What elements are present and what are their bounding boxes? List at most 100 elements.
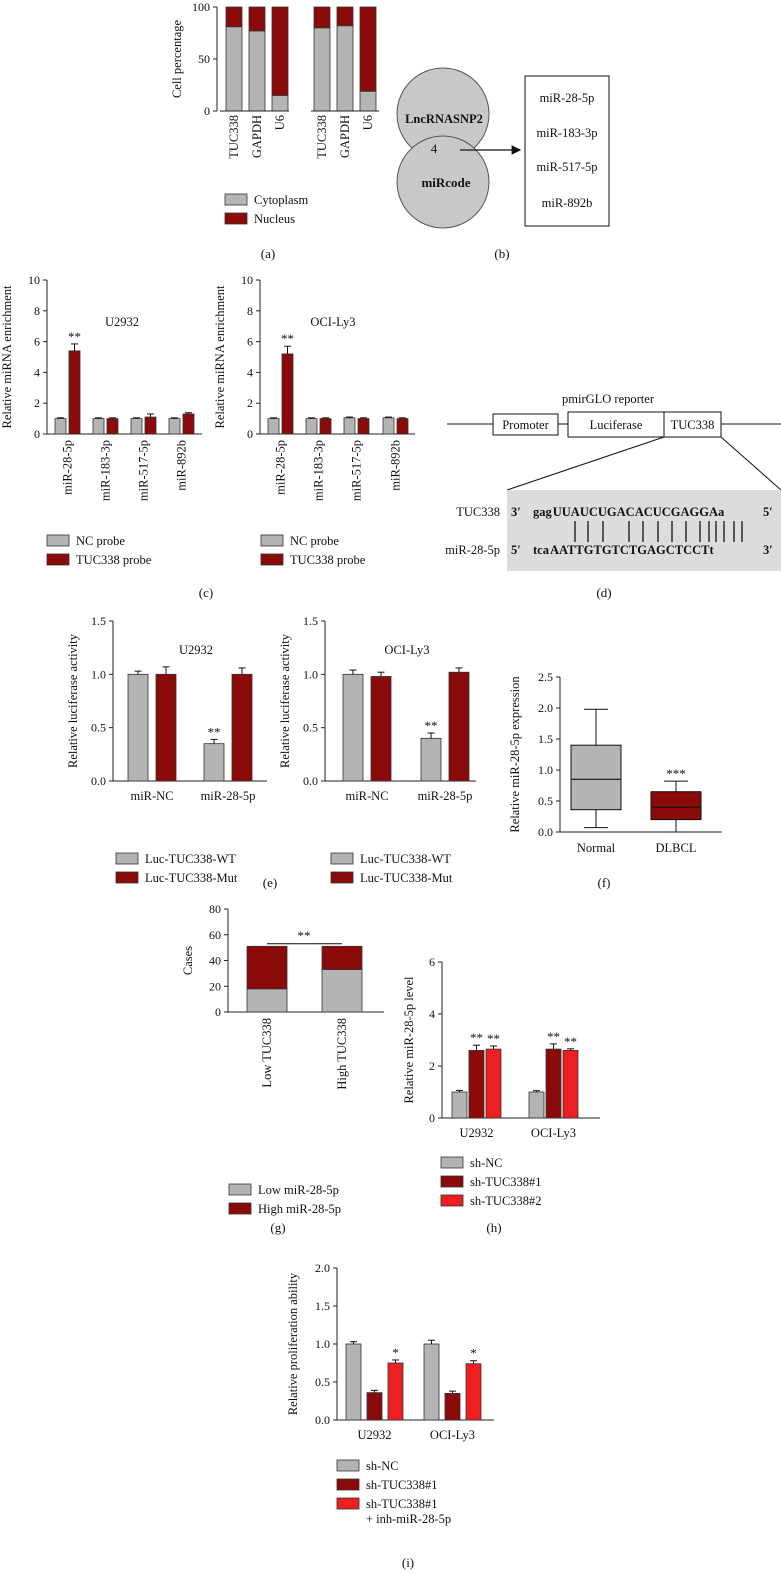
panel-label-a: (a) [261, 246, 275, 261]
significance-label: * [392, 1345, 399, 1360]
bar-nc-probe-mir-28-5p [54, 418, 67, 435]
base-pair-lines [574, 521, 743, 542]
significance-label: ** [547, 1029, 560, 1044]
legend-label-line: NC probe [76, 534, 125, 548]
y-tick-label: 10 [241, 273, 253, 287]
significance-label: ** [470, 1030, 483, 1045]
bar-sh-tuc338-2-u2932 [485, 1048, 502, 1119]
legend-label-tuc338-probe: TUC338 probe [76, 553, 152, 567]
bar-nucleus-gapdh-1 [248, 6, 266, 32]
panel-label-d: (d) [596, 585, 611, 600]
x-tick-label: Normal [577, 841, 616, 855]
y-tick-label: 0 [215, 1005, 221, 1019]
x-tick-label: miR-183-3p [312, 440, 326, 501]
y-axis-label: Relative luciferase activity [66, 633, 80, 768]
legend-label-luc-tuc338-wt: Luc-TUC338-WT [360, 852, 451, 866]
legend-label-low-mir-28-5p: Low miR-28-5p [258, 1183, 339, 1197]
significance-label: ** [298, 928, 311, 943]
bar-luc-tuc338-mut-mir-nc [370, 676, 392, 782]
panel-b: LncRNASNP2 4 miRcode miR-28-5p miR-183-3… [396, 67, 610, 261]
bar-luc-tuc338-wt-mir-28-5p [420, 737, 442, 782]
bar-luc-tuc338-mut-mir-nc [155, 673, 177, 782]
chart-c-ociLy3: 0 2 4 6 8 10 Relative miRNA enrichment OCI-Ly3 *… [213, 273, 415, 567]
venn-circle-bottom [396, 135, 490, 229]
x-tick-label: OCI-Ly3 [430, 1428, 475, 1442]
panel-label-h: (h) [486, 1220, 501, 1235]
bar-high-mir-28-5p-high-tuc338 [321, 945, 363, 970]
seq1-lower: gag [533, 505, 553, 519]
x-tick-label: miR-28-5p [274, 440, 288, 495]
y-tick-label: 1.5 [315, 1299, 330, 1313]
bar-sh-nc-oci-ly3 [528, 1091, 545, 1119]
y-tick-label: 0.5 [91, 721, 106, 735]
y-tick-label: 2 [247, 396, 253, 410]
y-axis-label: Cell percentage [170, 20, 184, 99]
y-tick-label: 2.0 [538, 701, 553, 715]
chart-a: 0 50 100 Cell percentage TUC338 GAPDH U6 TUC338… [170, 0, 379, 226]
legend-label-high-mir-28-5p: High miR-28-5p [258, 1202, 341, 1216]
seq2-upper: AATTGTGTCTGAGCTCCT [550, 543, 710, 557]
legend-label-cytoplasm: Cytoplasm [254, 193, 308, 207]
y-tick-label: 1.5 [303, 614, 318, 628]
bar-sh-tuc338-1-inh-mir-28-5p-oci-ly3 [465, 1363, 482, 1421]
legend-label-tuc338-probe: TUC338 probe [290, 553, 366, 567]
significance-label: ** [487, 1031, 500, 1046]
y-axis-label: Relative miR-28-5p expression [508, 676, 522, 833]
y-tick-label: 0.5 [303, 721, 318, 735]
x-tick-label: miR-NC [130, 789, 173, 803]
legend-label-line: High miR-28-5p [258, 1202, 341, 1216]
bar-luc-tuc338-wt-mir-nc [342, 673, 364, 782]
y-tick-label: 1.0 [303, 667, 318, 681]
x-tick-label: U2932 [357, 1428, 391, 1442]
legend-swatch-high-mir-28-5p [228, 1202, 252, 1215]
bar-luc-tuc338-mut-mir-28-5p [231, 673, 253, 782]
venn-top-label: LncRNASNP2 [405, 112, 483, 126]
bar-sh-tuc338-2-oci-ly3 [562, 1050, 579, 1119]
y-tick-label: 8 [247, 304, 253, 318]
box-normal [570, 744, 622, 811]
y-tick-label: 6 [429, 955, 435, 969]
bar-nc-probe-mir-517-5p [130, 418, 143, 435]
panel-label-b: (b) [494, 246, 509, 261]
bar-cytoplasm-gapdh-1 [248, 30, 266, 112]
chart-title: U2932 [105, 315, 139, 329]
x-tick-label: TUC338 [315, 115, 329, 159]
legend-swatch-sh-nc [336, 1459, 360, 1472]
sequence-panel [507, 490, 781, 571]
luciferase-box [567, 411, 665, 438]
y-tick-label: 0 [204, 104, 210, 118]
chart-g: 0 20 40 60 80 Cases Low TUC338 High TUC338 ** Low… [181, 902, 384, 1216]
seq1-name: TUC338 [456, 505, 500, 519]
significance-label: * [470, 1346, 477, 1361]
y-tick-label: 2 [34, 396, 40, 410]
bar-nc-probe-mir-517-5p [343, 417, 356, 435]
bar-tuc338-probe-mir-183-3p [319, 418, 332, 435]
bar-luc-tuc338-wt-mir-nc [127, 673, 149, 782]
y-axis-label: Cases [181, 946, 195, 975]
bar-low-mir-28-5p-high-tuc338 [321, 969, 363, 1013]
legend-label-line: Nucleus [254, 212, 295, 226]
bar-cytoplasm-tuc338-0 [225, 26, 243, 112]
y-tick-label: 0.5 [538, 794, 553, 808]
x-tick-label: TUC338 [227, 115, 241, 159]
legend-label-luc-tuc338-mut: Luc-TUC338-Mut [360, 871, 453, 885]
legend-label-luc-tuc338-wt: Luc-TUC338-WT [145, 852, 236, 866]
y-axis-label: Relative miRNA enrichment [213, 285, 227, 429]
legend-label-line: Low miR-28-5p [258, 1183, 339, 1197]
chart-f: 0.0 0.5 1.0 1.5 2.0 2.5 Relative miR-28-5p exp… [508, 670, 722, 855]
legend-label-line: sh-NC [366, 1459, 399, 1473]
legend-label-sh-nc: sh-NC [366, 1459, 399, 1473]
legend-swatch-nc-probe [46, 534, 70, 547]
seq1-right-end: 5′ [763, 505, 773, 519]
legend-swatch-luc-tuc338-wt [115, 852, 139, 865]
luciferase-label: Luciferase [590, 418, 643, 432]
y-tick-label: 1.0 [315, 1337, 330, 1351]
y-tick-label: 6 [247, 335, 253, 349]
panel-label-f: (f) [598, 875, 611, 890]
bar-low-mir-28-5p-low-tuc338 [246, 988, 288, 1013]
bar-tuc338-probe-mir-183-3p [106, 418, 119, 435]
y-tick-label: 80 [209, 902, 221, 916]
y-tick-label: 10 [28, 273, 40, 287]
legend-label-luc-tuc338-mut: Luc-TUC338-Mut [145, 871, 238, 885]
bar-tuc338-probe-mir-517-5p [144, 416, 157, 435]
